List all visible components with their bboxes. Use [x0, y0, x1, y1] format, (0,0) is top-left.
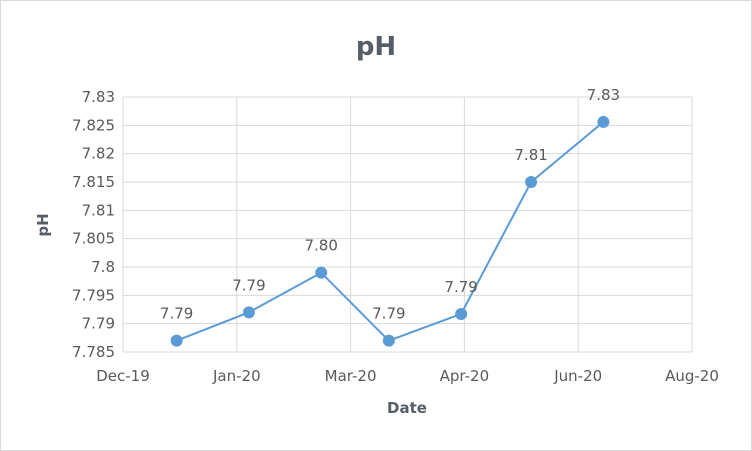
gridlines	[122, 96, 693, 353]
data-label: 7.83	[587, 86, 620, 104]
y-tick-labels: 7.785 7.79 7.795 7.8 7.805 7.81 7.815 7.82 7.825…	[72, 88, 115, 361]
data-series	[170, 115, 610, 347]
data-label: 7.80	[305, 237, 338, 255]
data-point	[597, 115, 610, 128]
x-tick-label: Aug-20	[665, 367, 719, 385]
data-label: 7.79	[160, 305, 193, 323]
data-label: 7.79	[232, 276, 265, 294]
y-tick-label: 7.82	[82, 145, 115, 163]
y-tick-label: 7.8	[91, 258, 115, 276]
x-tick-label: Dec-19	[96, 367, 150, 385]
y-tick-label: 7.805	[72, 230, 115, 248]
data-label: 7.79	[444, 278, 477, 296]
y-tick-label: 7.795	[72, 286, 115, 304]
chart-title: pH	[356, 32, 396, 62]
y-tick-label: 7.815	[72, 173, 115, 191]
y-tick-label: 7.83	[82, 88, 115, 106]
y-tick-label: 7.81	[82, 201, 115, 219]
data-point	[242, 306, 255, 319]
x-axis-title: Date	[387, 399, 427, 417]
data-label: 7.81	[514, 146, 547, 164]
x-tick-label: Jan-20	[212, 367, 261, 385]
data-point	[315, 266, 328, 279]
data-labels: 7.79 7.79 7.80 7.79 7.79 7.81 7.83	[160, 86, 620, 323]
x-tick-labels: Dec-19 Jan-20 Mar-20 Apr-20 Jun-20 Aug-20	[96, 367, 719, 385]
data-point	[170, 334, 183, 347]
y-tick-label: 7.79	[82, 315, 115, 333]
y-tick-label: 7.825	[72, 116, 115, 134]
x-tick-label: Jun-20	[553, 367, 602, 385]
x-tick-label: Apr-20	[440, 367, 490, 385]
data-point	[525, 176, 538, 188]
data-label: 7.79	[372, 305, 405, 323]
y-axis-title: pH	[34, 213, 52, 236]
data-point	[382, 334, 395, 347]
data-point	[455, 308, 468, 321]
x-tick-label: Mar-20	[325, 367, 377, 385]
y-tick-label: 7.785	[72, 343, 115, 361]
